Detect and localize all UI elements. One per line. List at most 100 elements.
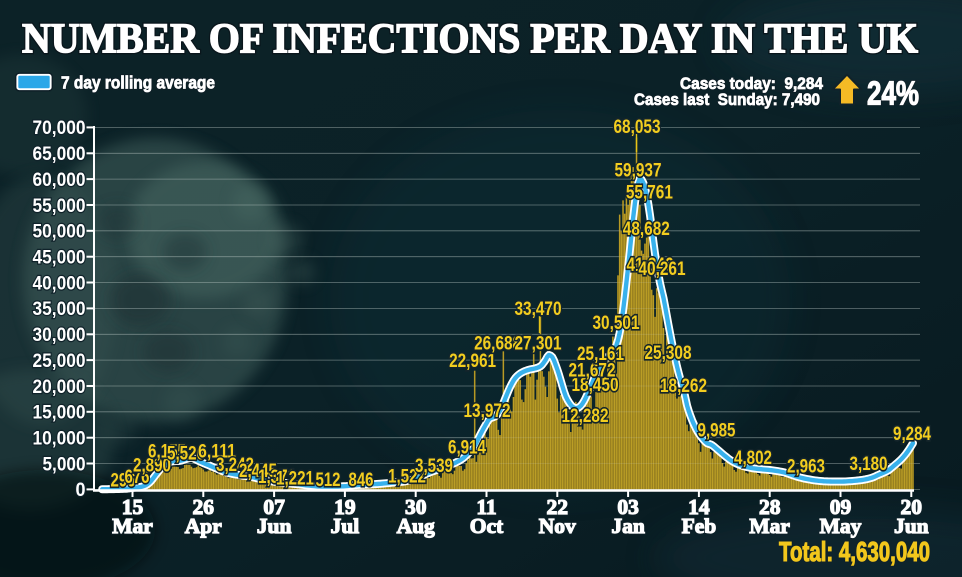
svg-text:19: 19 bbox=[334, 495, 356, 519]
svg-text:Apr: Apr bbox=[185, 514, 222, 538]
svg-text:Mar: Mar bbox=[112, 514, 153, 538]
svg-text:Total: 4,630,040: Total: 4,630,040 bbox=[779, 536, 930, 567]
svg-text:5,000: 5,000 bbox=[43, 454, 86, 475]
svg-text:22,961: 22,961 bbox=[449, 350, 496, 372]
svg-text:55,761: 55,761 bbox=[626, 182, 673, 204]
svg-text:22: 22 bbox=[547, 495, 569, 519]
svg-text:Mar: Mar bbox=[749, 514, 790, 538]
svg-text:Apr: Apr bbox=[185, 514, 222, 538]
svg-text:9,985: 9,985 bbox=[698, 420, 736, 442]
svg-text:Cases today: 9,284: Cases today: 9,284 bbox=[680, 74, 823, 93]
svg-text:May: May bbox=[820, 514, 862, 538]
svg-text:6,111: 6,111 bbox=[198, 441, 236, 463]
svg-text:3,180: 3,180 bbox=[850, 453, 888, 475]
svg-text:11: 11 bbox=[476, 495, 496, 519]
svg-text:2,890: 2,890 bbox=[133, 455, 171, 477]
svg-text:07: 07 bbox=[263, 495, 285, 519]
svg-text:Cases last Sunday: 7,490: Cases last Sunday: 7,490 bbox=[634, 90, 820, 109]
svg-text:512: 512 bbox=[316, 469, 341, 491]
svg-text:Nov: Nov bbox=[539, 514, 576, 538]
svg-text:48,682: 48,682 bbox=[623, 218, 670, 240]
svg-text:15,000: 15,000 bbox=[33, 403, 86, 424]
svg-text:10,000: 10,000 bbox=[33, 429, 86, 450]
svg-text:24%: 24% bbox=[867, 75, 919, 112]
svg-text:12,282: 12,282 bbox=[562, 405, 609, 427]
svg-text:25,308: 25,308 bbox=[645, 342, 692, 364]
svg-text:9,284: 9,284 bbox=[893, 423, 931, 445]
svg-text:296: 296 bbox=[111, 470, 136, 492]
svg-text:24%: 24% bbox=[867, 75, 919, 112]
svg-text:5,526: 5,526 bbox=[167, 443, 205, 465]
svg-text:35,000: 35,000 bbox=[33, 299, 86, 320]
svg-text:Jul: Jul bbox=[331, 514, 360, 538]
svg-text:1,221: 1,221 bbox=[276, 468, 314, 490]
svg-text:59,937: 59,937 bbox=[615, 160, 662, 182]
svg-text:15: 15 bbox=[122, 495, 144, 519]
svg-text:65,000: 65,000 bbox=[33, 144, 86, 165]
svg-text:3,242: 3,242 bbox=[216, 454, 254, 476]
svg-text:22: 22 bbox=[547, 495, 569, 519]
svg-text:Jan: Jan bbox=[611, 514, 645, 538]
svg-text:7 day rolling average: 7 day rolling average bbox=[61, 73, 215, 93]
svg-text:26: 26 bbox=[193, 495, 215, 519]
svg-text:03: 03 bbox=[617, 495, 639, 519]
svg-text:25,161: 25,161 bbox=[577, 343, 624, 365]
svg-text:Aug: Aug bbox=[397, 514, 435, 538]
svg-text:68,053: 68,053 bbox=[614, 116, 661, 138]
svg-text:21,672: 21,672 bbox=[569, 360, 616, 382]
svg-text:70,000: 70,000 bbox=[33, 118, 86, 139]
svg-text:846: 846 bbox=[349, 469, 374, 491]
svg-text:14: 14 bbox=[688, 495, 710, 519]
svg-text:41,346: 41,346 bbox=[627, 254, 674, 276]
svg-text:6,914: 6,914 bbox=[448, 436, 486, 458]
svg-text:Aug: Aug bbox=[397, 514, 435, 538]
svg-text:18,262: 18,262 bbox=[660, 375, 707, 397]
svg-text:Feb: Feb bbox=[682, 514, 717, 538]
svg-text:2,963: 2,963 bbox=[787, 456, 825, 478]
svg-text:NUMBER OF INFECTIONS PER DAY I: NUMBER OF INFECTIONS PER DAY IN THE UK bbox=[22, 17, 918, 63]
svg-text:15: 15 bbox=[122, 495, 144, 519]
svg-text:Jan: Jan bbox=[611, 514, 645, 538]
svg-text:Feb: Feb bbox=[682, 514, 717, 538]
svg-text:7 day rolling average: 7 day rolling average bbox=[61, 73, 215, 93]
svg-text:26,688: 26,688 bbox=[474, 333, 521, 355]
svg-text:55,000: 55,000 bbox=[33, 196, 86, 217]
svg-text:Jun: Jun bbox=[257, 514, 292, 538]
svg-text:40,000: 40,000 bbox=[33, 273, 86, 294]
svg-text:07: 07 bbox=[263, 495, 285, 519]
svg-text:26: 26 bbox=[193, 495, 215, 519]
svg-text:45,000: 45,000 bbox=[33, 248, 86, 269]
svg-text:3,539: 3,539 bbox=[415, 455, 453, 477]
svg-text:30: 30 bbox=[405, 495, 427, 519]
svg-text:50,000: 50,000 bbox=[33, 222, 86, 243]
svg-text:Total: 4,630,040: Total: 4,630,040 bbox=[779, 536, 930, 567]
svg-text:03: 03 bbox=[617, 495, 639, 519]
svg-text:30,000: 30,000 bbox=[33, 325, 86, 346]
svg-text:Mar: Mar bbox=[749, 514, 790, 538]
svg-text:11: 11 bbox=[476, 495, 496, 519]
svg-text:20,000: 20,000 bbox=[33, 377, 86, 398]
svg-text:30,501: 30,501 bbox=[593, 312, 640, 334]
svg-text:Mar: Mar bbox=[112, 514, 153, 538]
svg-text:Jun: Jun bbox=[257, 514, 292, 538]
svg-text:Cases last Sunday: 7,490: Cases last Sunday: 7,490 bbox=[634, 90, 820, 109]
svg-text:09: 09 bbox=[830, 495, 852, 519]
svg-text:4,802: 4,802 bbox=[734, 447, 772, 469]
svg-text:09: 09 bbox=[830, 495, 852, 519]
svg-text:Cases today: 9,284: Cases today: 9,284 bbox=[680, 74, 823, 93]
svg-text:20: 20 bbox=[901, 495, 923, 519]
svg-text:2,445: 2,445 bbox=[239, 460, 277, 482]
svg-text:6,155: 6,155 bbox=[148, 441, 186, 463]
svg-text:1,522: 1,522 bbox=[388, 465, 426, 487]
svg-text:1,371: 1,371 bbox=[258, 466, 296, 488]
svg-text:Oct: Oct bbox=[470, 514, 504, 538]
svg-text:27,301: 27,301 bbox=[515, 333, 562, 355]
svg-text:14: 14 bbox=[688, 495, 710, 519]
svg-text:0: 0 bbox=[76, 480, 86, 501]
svg-text:28: 28 bbox=[759, 495, 781, 519]
svg-text:40,261: 40,261 bbox=[639, 258, 686, 280]
svg-text:18,450: 18,450 bbox=[572, 374, 619, 396]
svg-text:Jun: Jun bbox=[894, 514, 929, 538]
svg-text:13,972: 13,972 bbox=[464, 400, 511, 422]
svg-text:Oct: Oct bbox=[470, 514, 504, 538]
